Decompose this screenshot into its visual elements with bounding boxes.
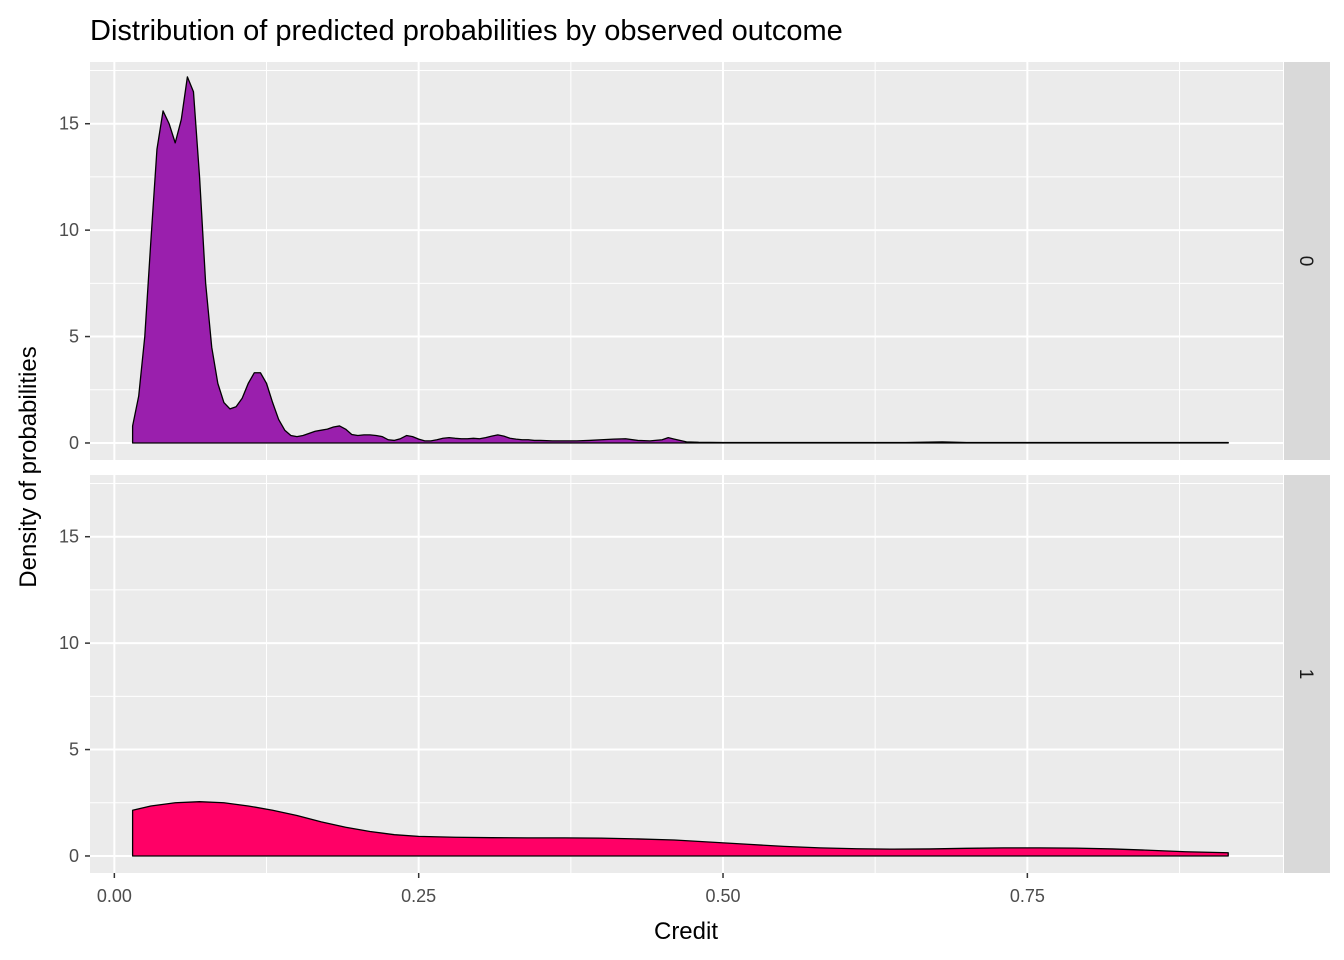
facet-panel-0: 0 5 10 15 0 xyxy=(59,62,1330,460)
y-tick-label: 10 xyxy=(59,633,79,653)
density-area-1 xyxy=(131,801,1229,857)
y-tick-label: 5 xyxy=(69,740,79,760)
facet-strip-label: 0 xyxy=(1295,256,1316,267)
y-tick-label: 15 xyxy=(59,527,79,547)
x-axis-title: Credit xyxy=(654,918,718,945)
facet-panels: 0 5 10 15 0 0 5 10 15 1 xyxy=(59,62,1330,873)
facet-strip xyxy=(1284,62,1330,460)
y-tick-label: 0 xyxy=(69,433,79,453)
y-tick-label: 0 xyxy=(69,846,79,866)
panel-background xyxy=(90,475,1283,873)
y-tick-label: 5 xyxy=(69,327,79,347)
facet-strip-label: 1 xyxy=(1295,669,1316,680)
x-tick-label: 0.00 xyxy=(97,886,132,906)
x-tick-label: 0.25 xyxy=(401,886,436,906)
panel-background xyxy=(90,62,1283,460)
y-tick-label: 10 xyxy=(59,220,79,240)
x-tick-label: 0.75 xyxy=(1010,886,1045,906)
chart-title: Distribution of predicted probabilities … xyxy=(90,15,843,47)
facet-strip xyxy=(1284,475,1330,873)
y-axis-title: Density of probabilities xyxy=(15,346,42,587)
density-area-0 xyxy=(131,76,1229,444)
facet-panel-1: 0 5 10 15 1 xyxy=(59,475,1330,873)
y-tick-label: 15 xyxy=(59,114,79,134)
x-tick-label: 0.50 xyxy=(705,886,740,906)
x-axis: 0.00 0.25 0.50 0.75 xyxy=(97,873,1045,906)
